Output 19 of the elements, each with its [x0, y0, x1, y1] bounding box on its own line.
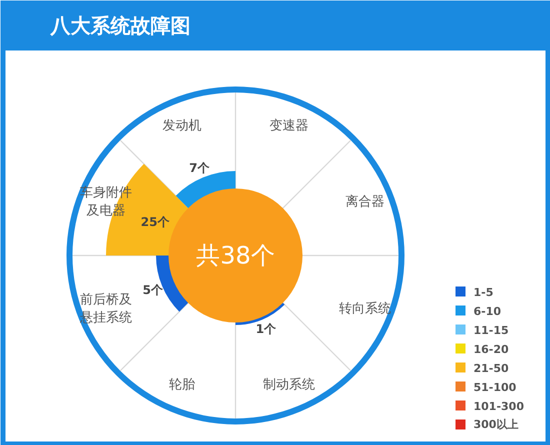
legend-label: 101-300	[474, 400, 524, 413]
legend-label: 6-10	[474, 305, 502, 318]
data-label: 7个	[189, 161, 211, 176]
data-label: 5个	[142, 282, 164, 297]
text: 共38个	[196, 242, 275, 270]
category-label: 轮胎	[168, 377, 195, 392]
legend-label: 16-20	[474, 343, 510, 356]
legend-label: 51-100	[474, 381, 517, 394]
legend-label: 21-50	[474, 362, 510, 375]
category-label: 变速器	[270, 118, 309, 134]
legend-label: 1-5	[474, 286, 494, 299]
category-label: 发动机	[162, 118, 202, 134]
category-label: 制动系统	[263, 377, 316, 392]
category-label: 离合器	[345, 193, 384, 210]
legend-label: 11-15	[474, 324, 509, 337]
text: 八大系统故障图	[50, 14, 190, 38]
data-label: 1个	[256, 322, 278, 336]
data-label: 25个	[140, 215, 170, 230]
legend-label: 300以上	[474, 418, 518, 431]
